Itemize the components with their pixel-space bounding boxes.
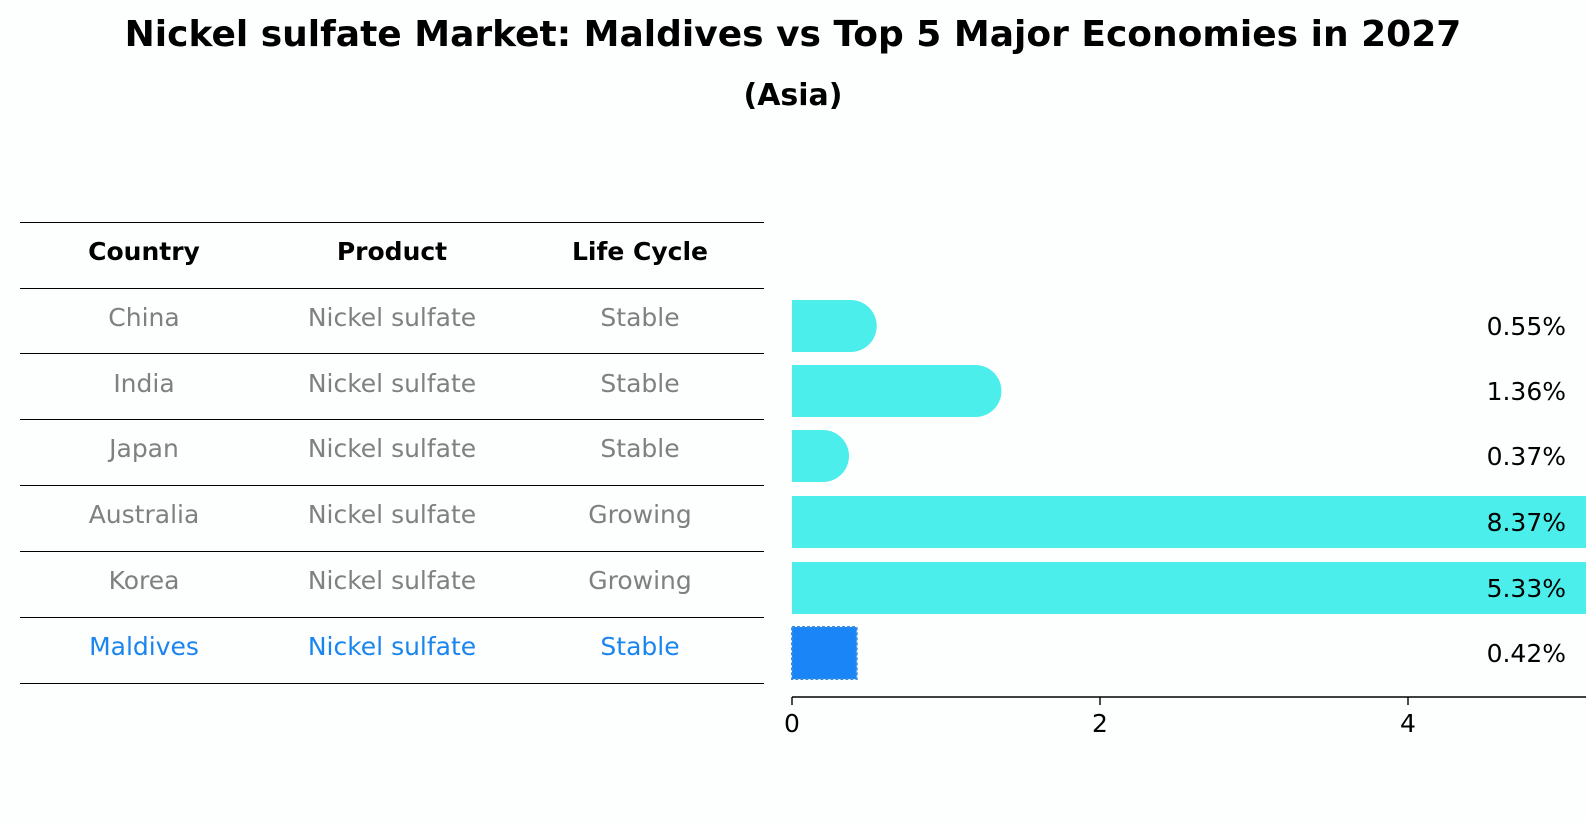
data-label: 0.55% [1487, 312, 1566, 341]
x-tick-label: 0 [784, 709, 800, 738]
table-cell-life-cycle: Stable [600, 434, 680, 463]
table-cell-life-cycle: Growing [588, 500, 692, 529]
table-cell-life-cycle: Stable [600, 369, 680, 398]
table-rule [20, 419, 764, 420]
table-rule [20, 617, 764, 618]
table-cell-life-cycle: Stable [600, 303, 680, 332]
chart-title: Nickel sulfate Market: Maldives vs Top 5… [124, 14, 1462, 55]
table-cell-country: China [108, 303, 180, 332]
table-rule [20, 683, 764, 684]
table-cell-life-cycle: Growing [588, 566, 692, 595]
data-label: 0.37% [1487, 442, 1566, 471]
table-cell-product: Nickel sulfate [307, 303, 477, 332]
data-label: 5.33% [1487, 574, 1566, 603]
table-cell-country: Korea [108, 566, 180, 595]
table-rule [20, 288, 764, 289]
data-label: 1.36% [1487, 377, 1566, 406]
table-rule [20, 551, 764, 552]
table-cell-country: Japan [109, 434, 179, 463]
bar [792, 365, 1002, 417]
bar [792, 430, 849, 482]
table-cell-product: Nickel sulfate [307, 369, 477, 398]
table-rule [20, 485, 764, 486]
table-cell-life-cycle-highlight: Stable [600, 632, 680, 661]
bar [792, 562, 1586, 614]
data-label: 0.42% [1487, 639, 1566, 668]
table-cell-product: Nickel sulfate [307, 434, 477, 463]
data-label: 8.37% [1487, 508, 1566, 537]
table-cell-country: India [113, 369, 175, 398]
x-tick-label: 2 [1092, 709, 1108, 738]
bar-highlight [791, 626, 858, 680]
table-cell-country: Australia [88, 500, 200, 529]
column-header-country: Country [88, 237, 200, 266]
column-header-life-cycle: Life Cycle [571, 237, 709, 266]
table-rule [20, 222, 764, 223]
chart-subtitle: (Asia) [743, 78, 843, 113]
x-tick-label: 4 [1400, 709, 1416, 738]
table-cell-country-highlight: Maldives [89, 632, 199, 661]
table-cell-product-highlight: Nickel sulfate [307, 632, 477, 661]
table-cell-product: Nickel sulfate [307, 566, 477, 595]
column-header-product: Product [336, 237, 448, 266]
bar [792, 300, 877, 352]
table-cell-product: Nickel sulfate [307, 500, 477, 529]
bar [792, 496, 1586, 548]
table-rule [20, 353, 764, 354]
